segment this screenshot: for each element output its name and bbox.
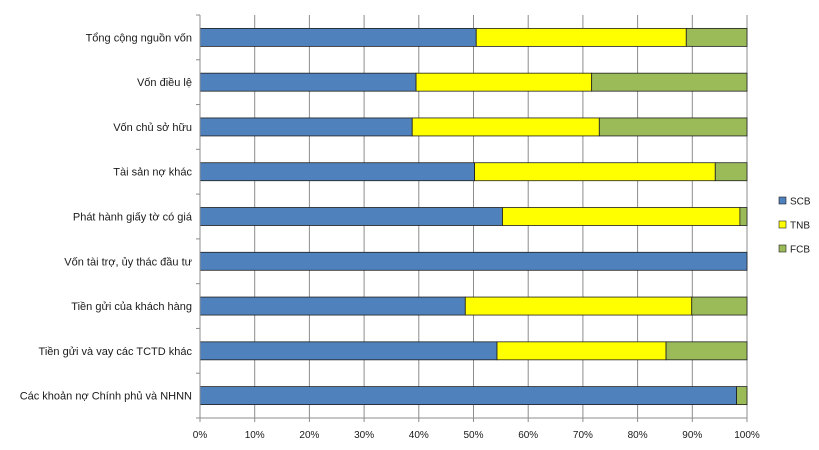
category-label: Vốn tài trợ, ủy thác đầu tư	[64, 256, 192, 268]
x-tick-label: 100%	[734, 430, 760, 441]
x-tick-label: 0%	[193, 430, 208, 441]
legend-swatch-fcb	[778, 244, 787, 253]
bar-segment-scb	[199, 296, 466, 316]
bar-segment-fcb	[665, 341, 748, 361]
bar-segment-scb	[199, 117, 413, 137]
legend: SCB TNB FCB	[778, 196, 811, 256]
x-tick-label: 40%	[409, 430, 429, 441]
x-tick-labels: 0% 10% 20% 30% 40% 50% 60% 70% 80% 90% 100%	[193, 430, 760, 441]
bar-segment-tnb	[496, 341, 667, 361]
category-label: Tiền gửi của khách hàng	[71, 301, 192, 313]
bar-segment-scb	[199, 341, 498, 361]
x-tick-label: 30%	[354, 430, 374, 441]
bar-segment-tnb	[464, 296, 693, 316]
category-label: Tổng cộng nguồn vốn	[86, 32, 192, 44]
x-tick-label: 50%	[463, 430, 483, 441]
bar-segment-fcb	[591, 72, 748, 92]
bar-segment-scb	[199, 251, 748, 271]
bar-segment-tnb	[415, 72, 593, 92]
category-label: Phát hành giấy tờ có giá	[73, 212, 193, 224]
category-label: Vốn chủ sở hữu	[113, 122, 192, 134]
bar-segment-scb	[199, 162, 475, 182]
x-tick-label: 60%	[518, 430, 538, 441]
bar-segment-tnb	[474, 162, 716, 182]
legend-swatch-scb	[778, 196, 787, 205]
axes	[196, 14, 748, 422]
bar-segment-fcb	[691, 296, 748, 316]
legend-label: FCB	[790, 245, 810, 256]
bar-segment-fcb	[598, 117, 748, 137]
category-label: Tiền gửi và vay các TCTD khác	[39, 346, 193, 358]
x-tick-label: 80%	[628, 430, 648, 441]
category-label: Các khoản nợ Chính phủ và NHNN	[20, 391, 192, 403]
bar-segment-scb	[199, 386, 738, 406]
bar-segment-tnb	[475, 27, 687, 47]
bars	[199, 27, 748, 406]
bar-segment-fcb	[714, 162, 748, 182]
category-label: Tài sản nợ khác	[113, 167, 192, 179]
bar-segment-tnb	[411, 117, 600, 137]
bar-segment-tnb	[502, 207, 741, 226]
bar-segment-scb	[199, 27, 477, 47]
bar-segment-scb	[199, 72, 417, 92]
bar-segment-scb	[199, 207, 503, 226]
legend-label: TNB	[790, 221, 810, 232]
category-label: Vốn điều lệ	[137, 77, 192, 89]
x-tick-label: 10%	[245, 430, 265, 441]
legend-label: SCB	[790, 197, 811, 208]
bar-segment-fcb	[739, 207, 748, 226]
bar-segment-fcb	[685, 27, 748, 47]
x-tick-label: 20%	[299, 430, 319, 441]
legend-swatch-tnb	[778, 220, 787, 229]
x-tick-label: 70%	[573, 430, 593, 441]
x-tick-label: 90%	[682, 430, 702, 441]
bar-segment-fcb	[736, 386, 748, 406]
category-labels: Tổng cộng nguồn vốn Vốn điều lệ Vốn chủ sở…	[20, 32, 193, 402]
